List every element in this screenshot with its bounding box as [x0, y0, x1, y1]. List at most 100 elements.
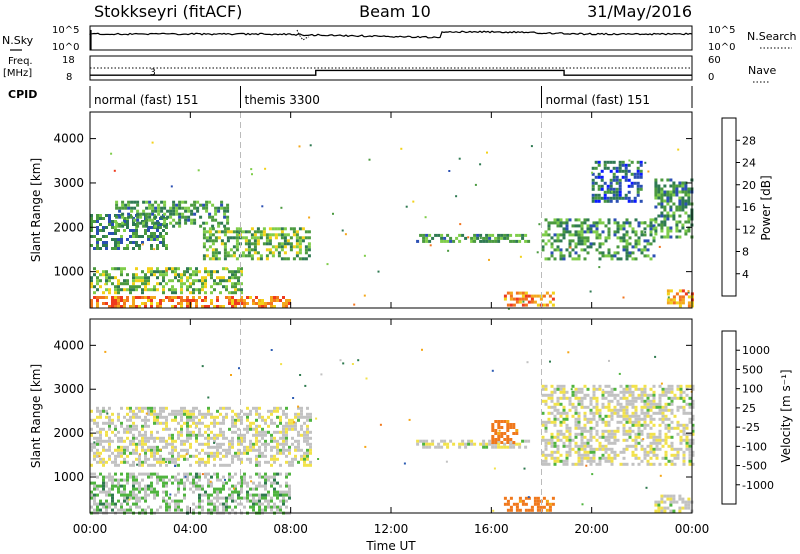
velocity-echo-cell [664, 390, 668, 394]
velocity-echo-cell [622, 390, 626, 394]
power-echo-cell [562, 254, 566, 258]
velocity-echo-cell [225, 412, 228, 416]
power-echo-cell [99, 285, 102, 289]
velocity-echo-cell [129, 496, 132, 500]
power-echo-cell [589, 230, 593, 234]
power-echo-cell [121, 203, 125, 207]
power-echo-cell [577, 257, 581, 261]
velocity-echo-cell [670, 384, 674, 388]
velocity-echo-cell [663, 500, 667, 504]
velocity-echo-cell [144, 430, 147, 434]
power-echo-cell [256, 257, 260, 261]
velocity-echo-cell [243, 436, 246, 440]
power-echo-cell [530, 294, 534, 298]
time-axis-label: Time UT [365, 539, 416, 553]
power-echo-cell [105, 214, 108, 217]
velocity-echo-cell [640, 387, 644, 391]
velocity-echo-cell [246, 493, 249, 497]
power-echo-cell [132, 305, 135, 308]
power-echo-cell [283, 242, 287, 246]
power-echo-cell [120, 238, 123, 241]
velocity-echo-cell [670, 420, 674, 424]
velocity-echo-cell [509, 505, 513, 509]
velocity-echo-cell [610, 459, 614, 463]
power-echo-cell [220, 206, 224, 210]
velocity-echo-cell [123, 415, 126, 419]
power-echo-cell [141, 270, 144, 274]
power-echo-cell [135, 235, 138, 238]
velocity-echo-cell [613, 453, 617, 457]
y-tick-label: 4000 [53, 338, 84, 352]
power-echo-cell [633, 175, 637, 179]
velocity-echo-cell [309, 460, 312, 464]
power-echo-cell [126, 299, 129, 302]
power-echo-cell [160, 200, 164, 204]
velocity-echo-cell [102, 460, 105, 464]
velocity-echo-cell [129, 409, 132, 413]
velocity-echo-cell [234, 418, 237, 422]
velocity-echo-cell [207, 457, 210, 461]
velocity-echo-cell [288, 463, 291, 467]
power-echo-cell [288, 299, 291, 302]
velocity-echo-cell [685, 411, 689, 415]
velocity-echo-cell [342, 362, 345, 365]
power-echo-cell [678, 229, 682, 233]
power-echo-cell [618, 181, 622, 185]
power-echo-cell [172, 218, 176, 222]
colorbar-frame [721, 330, 737, 505]
power-echo-cell [150, 273, 153, 277]
power-echo-cell [232, 230, 236, 234]
velocity-echo-cell [129, 427, 132, 431]
power-echo-cell [536, 251, 539, 254]
power-echo-cell [244, 254, 248, 258]
power-echo-cell [165, 273, 168, 277]
velocity-echo-cell [676, 408, 680, 412]
velocity-echo-cell [195, 424, 198, 428]
velocity-echo-cell [120, 421, 123, 425]
velocity-echo-cell [658, 438, 662, 442]
power-echo-cell [512, 303, 516, 307]
power-echo-cell [135, 279, 138, 283]
velocity-echo-cell [189, 454, 192, 458]
power-echo-cell [195, 305, 198, 308]
power-echo-cell [132, 229, 135, 232]
power-echo-cell [518, 291, 522, 295]
power-echo-cell [162, 217, 165, 220]
velocity-echo-cell [613, 435, 617, 439]
velocity-echo-cell [559, 429, 563, 433]
power-echo-cell [147, 276, 150, 280]
power-echo-cell [597, 163, 601, 167]
power-echo-cell [634, 233, 638, 237]
power-echo-cell [160, 209, 164, 213]
velocity-echo-cell [580, 429, 584, 433]
power-echo-cell [132, 276, 135, 280]
power-echo-cell [207, 273, 210, 277]
power-echo-cell [678, 214, 682, 218]
power-echo-cell [150, 244, 153, 247]
power-echo-cell [204, 279, 207, 283]
velocity-echo-cell [437, 442, 441, 446]
velocity-echo-cell [141, 478, 144, 482]
velocity-echo-cell [207, 409, 210, 413]
velocity-echo-cell [183, 409, 186, 413]
power-echo-cell [553, 233, 557, 237]
velocity-echo-cell [655, 453, 659, 457]
power-echo-cell [240, 267, 243, 271]
velocity-echo-cell [186, 508, 189, 512]
power-echo-cell [416, 239, 420, 243]
velocity-echo-cell [117, 508, 120, 512]
velocity-echo-cell [108, 472, 111, 476]
velocity-echo-cell [667, 417, 671, 421]
velocity-echo-cell [177, 487, 180, 491]
velocity-echo-cell [93, 502, 96, 506]
power-echo-cell [184, 209, 188, 213]
velocity-echo-cell [261, 433, 264, 437]
velocity-echo-cell [515, 508, 519, 512]
velocity-echo-cell [231, 445, 234, 449]
power-echo-cell [503, 233, 507, 237]
velocity-echo-cell [652, 390, 656, 394]
velocity-echo-cell [565, 456, 569, 460]
velocity-echo-cell [258, 496, 261, 500]
velocity-echo-cell [586, 393, 590, 397]
velocity-echo-cell [216, 415, 219, 419]
